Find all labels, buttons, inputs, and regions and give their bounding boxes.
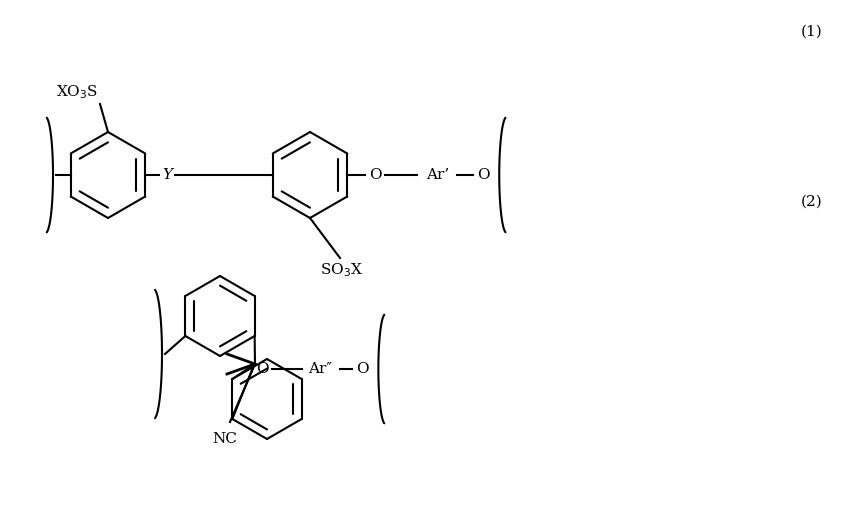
Text: SO$_3$X: SO$_3$X bbox=[320, 261, 363, 279]
Text: XO$_3$S: XO$_3$S bbox=[56, 83, 98, 101]
Text: Y: Y bbox=[162, 168, 172, 182]
Text: (2): (2) bbox=[801, 195, 823, 209]
Text: Ar″: Ar″ bbox=[309, 362, 332, 376]
Text: (1): (1) bbox=[801, 25, 823, 39]
Text: Ar’: Ar’ bbox=[426, 168, 448, 182]
Text: O: O bbox=[369, 168, 382, 182]
Text: O: O bbox=[356, 362, 368, 376]
Text: NC: NC bbox=[212, 432, 238, 446]
Text: O: O bbox=[256, 362, 269, 376]
Text: O: O bbox=[477, 168, 490, 182]
